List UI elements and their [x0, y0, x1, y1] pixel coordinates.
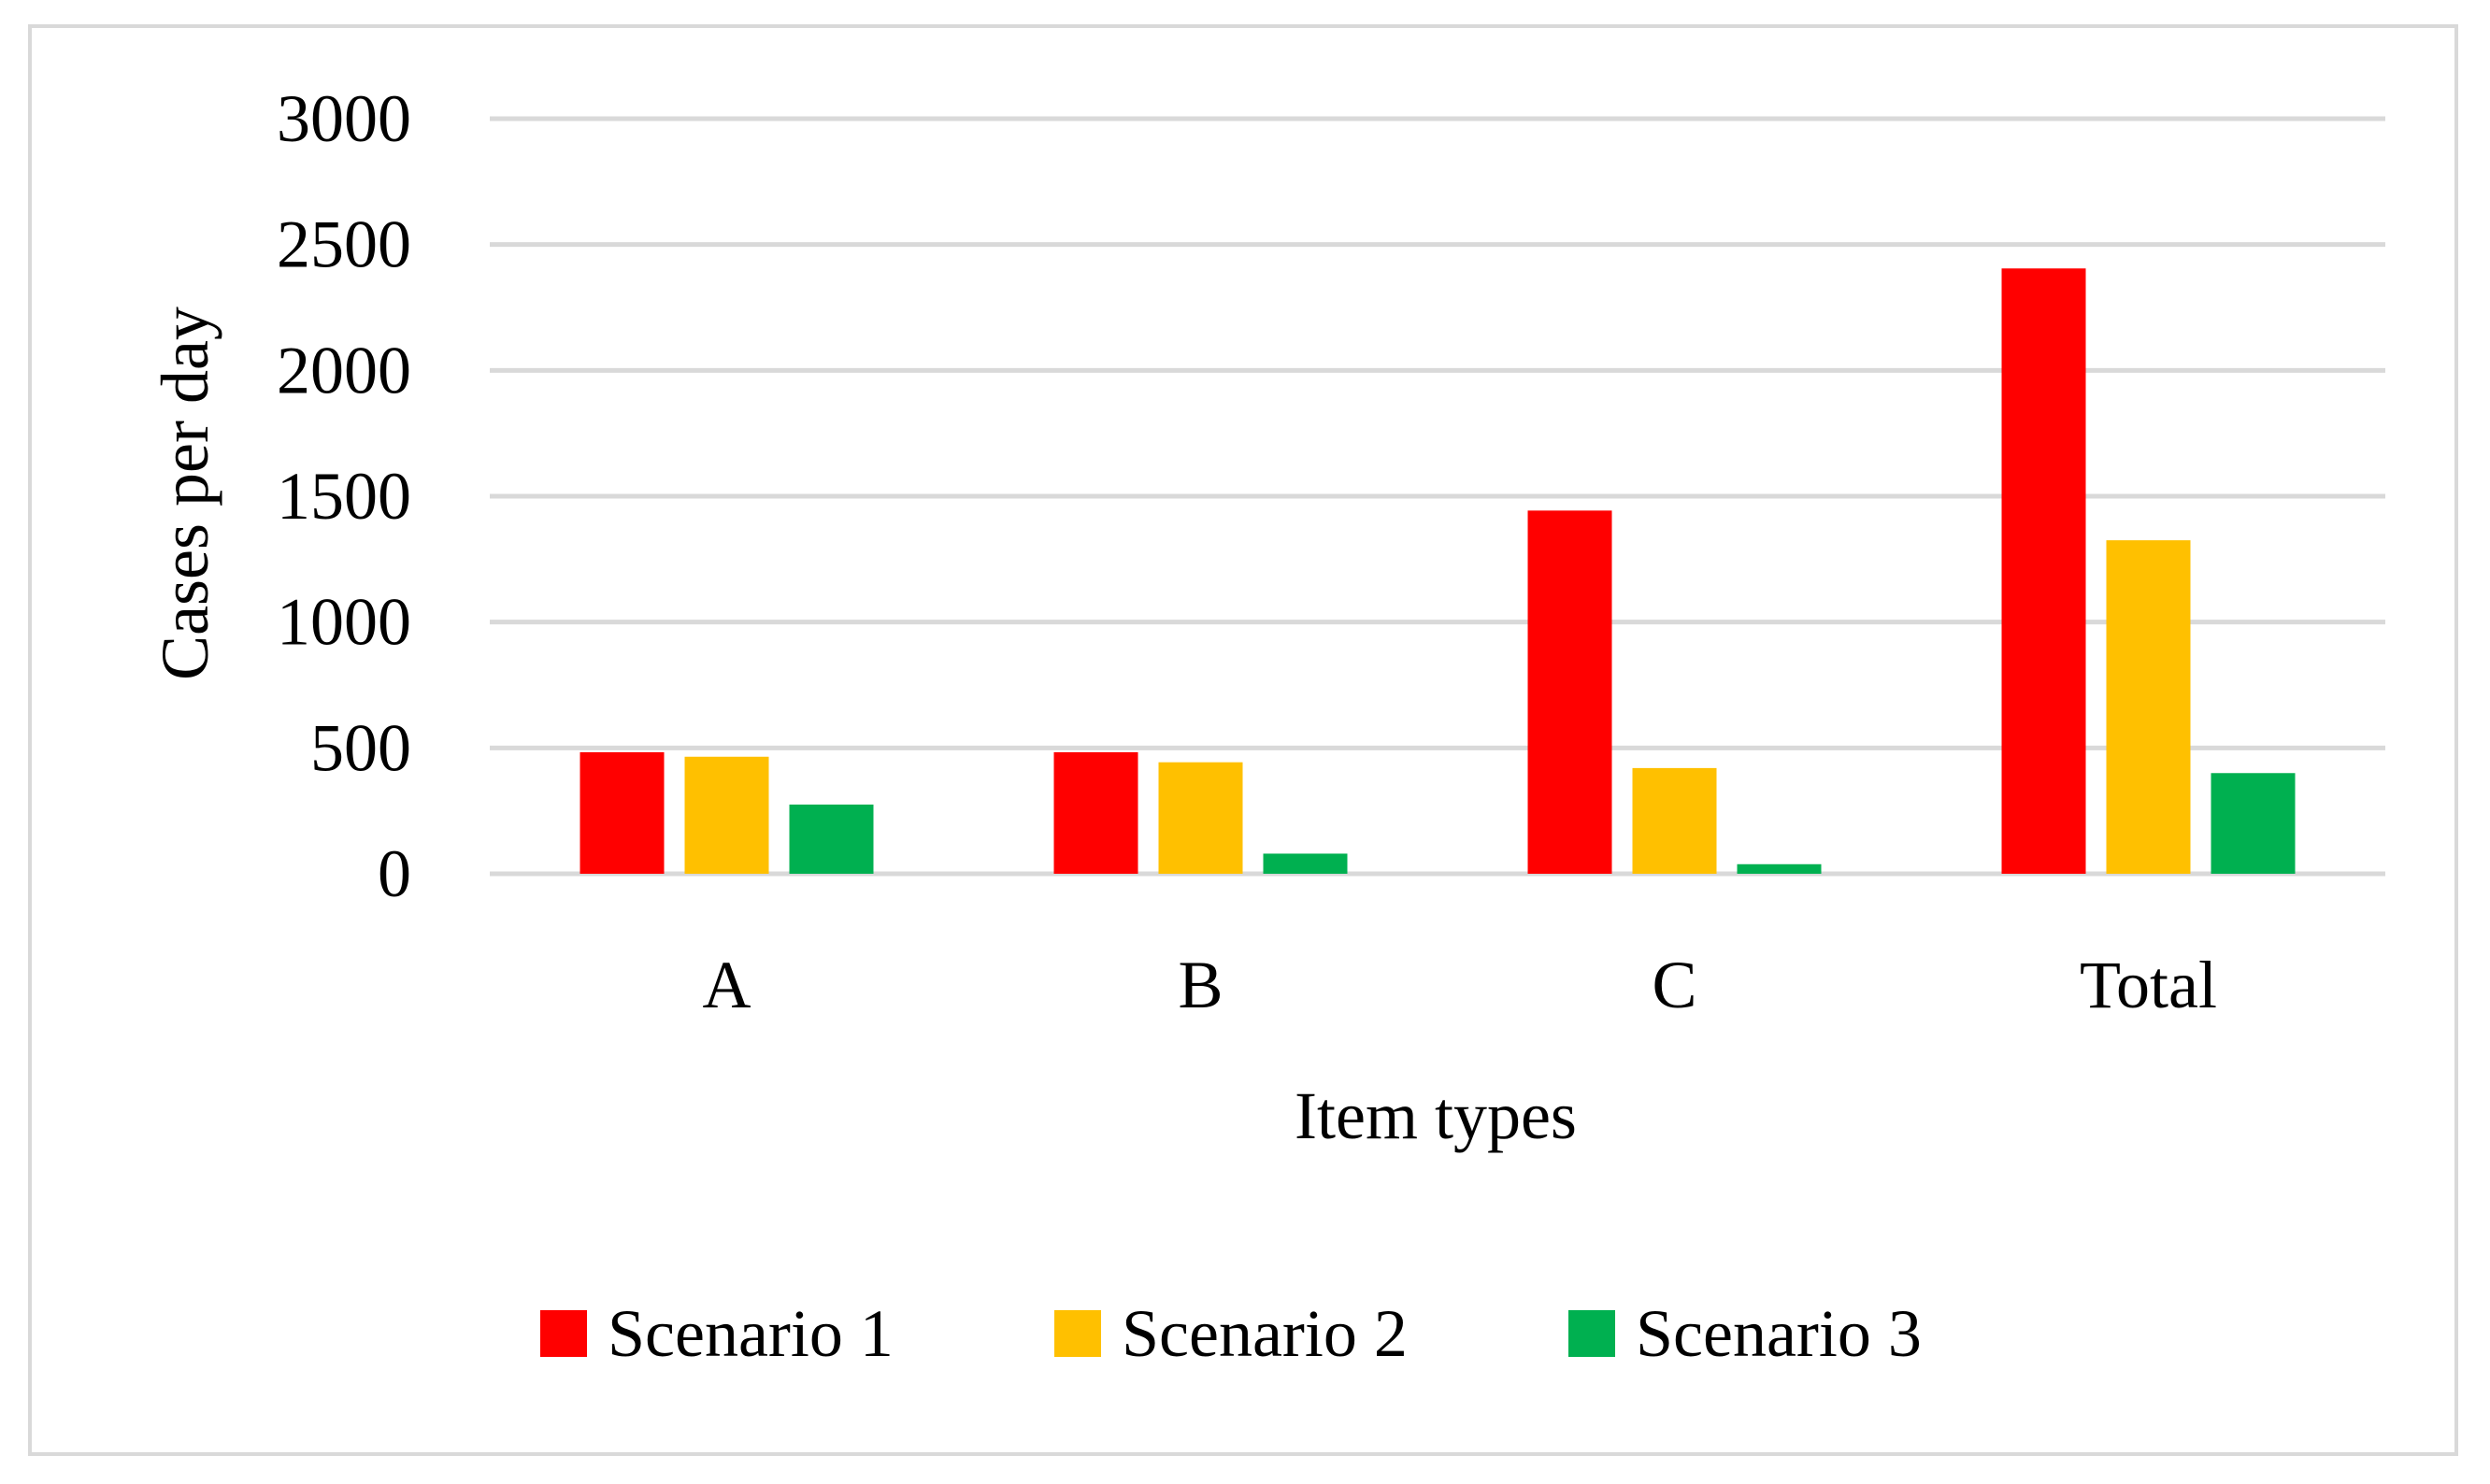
bar-c-series-3: [1737, 863, 1822, 874]
x-tick-label: B: [1178, 948, 1223, 1022]
x-axis-title: Item types: [1295, 1078, 1577, 1153]
x-tick-label: C: [1652, 948, 1696, 1022]
bar-total-series-2: [2106, 540, 2191, 874]
y-tick-label: 1500: [277, 459, 411, 534]
bar-c-series-2: [1632, 767, 1717, 874]
legend-swatch: [1568, 1310, 1615, 1357]
legend-swatch: [540, 1310, 587, 1357]
y-axis-ticks: 0 500 1000 1500 2000 2500 3000: [277, 81, 411, 911]
y-tick-label: 0: [378, 836, 411, 911]
bar-total-series-1: [2001, 268, 2086, 875]
gridlines: [490, 116, 2385, 877]
bar-total-series-3: [2211, 773, 2296, 874]
y-tick-label: 2500: [277, 207, 411, 282]
y-tick-label: 3000: [277, 81, 411, 156]
legend-label: Scenario 3: [1636, 1296, 1922, 1371]
bar-b-series-2: [1158, 762, 1243, 874]
y-axis-title: Cases per day: [148, 307, 222, 680]
bar-b-series-1: [1053, 751, 1138, 874]
x-tick-label: A: [703, 948, 751, 1022]
x-tick-label: Total: [2080, 948, 2217, 1022]
y-tick-label: 1000: [277, 585, 411, 660]
legend-label: Scenario 1: [608, 1296, 894, 1371]
bar-a-series-3: [789, 804, 874, 874]
legend-label: Scenario 2: [1122, 1296, 1408, 1371]
bar-c-series-1: [1527, 510, 1612, 874]
legend-swatch: [1054, 1310, 1101, 1357]
bar-a-series-2: [684, 756, 769, 874]
bar-a-series-1: [580, 751, 665, 874]
x-axis-ticks: A B C Total: [703, 948, 2217, 1022]
y-tick-label: 500: [310, 710, 411, 785]
bars: [580, 268, 2296, 875]
bar-b-series-3: [1263, 853, 1348, 874]
legend: Scenario 1 Scenario 2 Scenario 3: [540, 1296, 1922, 1371]
y-tick-label: 2000: [277, 333, 411, 407]
